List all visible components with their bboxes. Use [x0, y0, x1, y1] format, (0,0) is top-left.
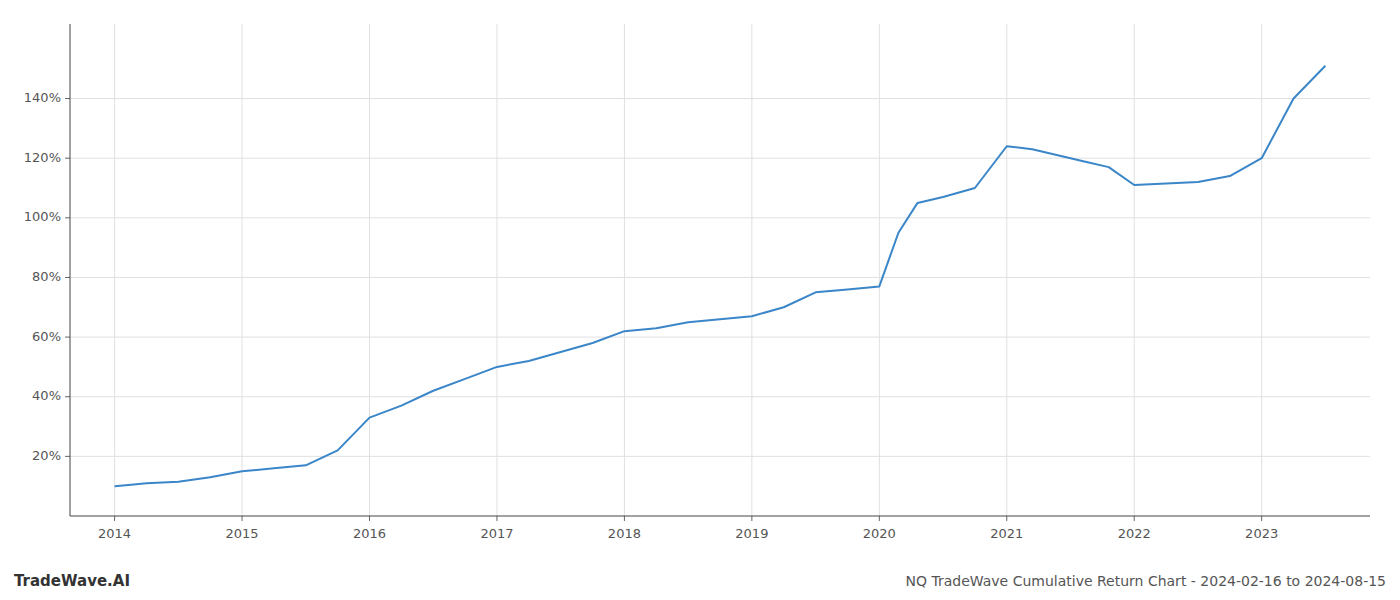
- x-tick-label: 2020: [863, 526, 896, 541]
- y-tick: [65, 396, 70, 397]
- title: NQ TradeWave Cumulative Return Chart - 2…: [905, 573, 1386, 589]
- y-tick: [65, 456, 70, 457]
- x-grid-line: [751, 24, 752, 516]
- grid: [70, 24, 1370, 516]
- x-tick-label: 2018: [608, 526, 641, 541]
- x-grid-line: [1134, 24, 1135, 516]
- data-line: [115, 66, 1326, 486]
- y-tick: [65, 98, 70, 99]
- watermark: TradeWave.AI: [14, 572, 130, 590]
- y-tick-label: 80%: [32, 269, 61, 284]
- x-tick: [624, 516, 625, 521]
- y-tick-label: 100%: [24, 209, 61, 224]
- x-grid-line: [879, 24, 880, 516]
- x-tick: [114, 516, 115, 521]
- x-grid-line: [1006, 24, 1007, 516]
- x-tick-label: 2021: [990, 526, 1023, 541]
- x-grid-line: [624, 24, 625, 516]
- y-tick-label: 60%: [32, 329, 61, 344]
- x-grid-line: [496, 24, 497, 516]
- x-tick-label: 2023: [1245, 526, 1278, 541]
- y-grid-line: [70, 98, 1370, 99]
- series: [115, 66, 1326, 486]
- x-tick: [879, 516, 880, 521]
- x-tick: [1006, 516, 1007, 521]
- x-tick-label: 2019: [735, 526, 768, 541]
- x-grid-line: [1261, 24, 1262, 516]
- axes: 20% 40% 60% 80% 100% 120% 140% 2014 2015 2016 2017…: [24, 24, 1370, 541]
- y-axis-line: [70, 24, 71, 516]
- x-tick-label: 2014: [98, 526, 131, 541]
- x-tick: [496, 516, 497, 521]
- x-grid-line: [114, 24, 115, 516]
- x-tick: [1134, 516, 1135, 521]
- x-tick: [242, 516, 243, 521]
- x-grid-line: [369, 24, 370, 516]
- y-tick: [65, 158, 70, 159]
- y-tick: [65, 277, 70, 278]
- y-tick: [65, 337, 70, 338]
- x-tick: [369, 516, 370, 521]
- y-grid-line: [70, 217, 1370, 218]
- x-grid-line: [242, 24, 243, 516]
- x-tick: [1261, 516, 1262, 521]
- x-tick-label: 2015: [226, 526, 259, 541]
- y-grid-line: [70, 396, 1370, 397]
- chart: 20% 40% 60% 80% 100% 120% 140% 2014 2015 2016 2017…: [0, 0, 1400, 600]
- x-tick-label: 2016: [353, 526, 386, 541]
- y-grid-line: [70, 456, 1370, 457]
- x-axis-line: [70, 516, 1370, 517]
- y-tick-label: 20%: [32, 448, 61, 463]
- y-tick-label: 140%: [24, 90, 61, 105]
- x-tick: [751, 516, 752, 521]
- y-grid-line: [70, 337, 1370, 338]
- x-tick-label: 2017: [480, 526, 513, 541]
- x-tick-label: 2022: [1118, 526, 1151, 541]
- y-tick-label: 120%: [24, 150, 61, 165]
- y-tick-label: 40%: [32, 388, 61, 403]
- y-tick: [65, 217, 70, 218]
- y-grid-line: [70, 277, 1370, 278]
- y-grid-line: [70, 158, 1370, 159]
